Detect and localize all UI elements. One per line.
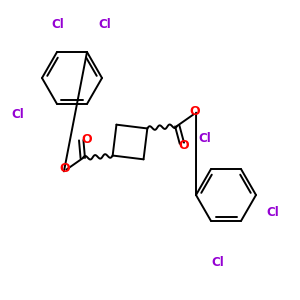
- Text: Cl: Cl: [267, 206, 279, 218]
- Text: O: O: [178, 139, 189, 152]
- Text: Cl: Cl: [52, 17, 64, 31]
- Text: O: O: [81, 133, 92, 146]
- Text: Cl: Cl: [199, 131, 212, 145]
- Text: Cl: Cl: [12, 109, 24, 122]
- Text: Cl: Cl: [99, 17, 111, 31]
- Text: O: O: [59, 162, 70, 175]
- Text: Cl: Cl: [212, 256, 224, 269]
- Text: O: O: [189, 105, 200, 118]
